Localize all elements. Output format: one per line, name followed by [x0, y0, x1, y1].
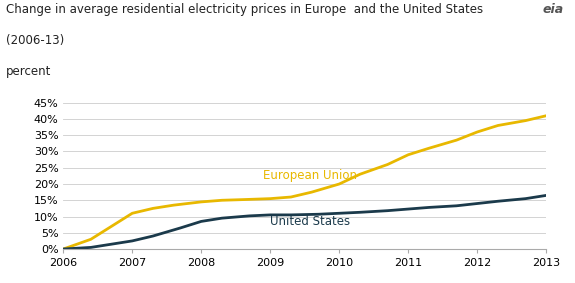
Text: United States: United States: [270, 215, 350, 228]
Text: European Union: European Union: [263, 170, 357, 182]
Text: Change in average residential electricity prices in Europe  and the United State: Change in average residential electricit…: [6, 3, 483, 16]
Text: (2006-13): (2006-13): [6, 34, 64, 47]
Text: percent: percent: [6, 65, 51, 78]
Text: eia: eia: [542, 3, 564, 16]
